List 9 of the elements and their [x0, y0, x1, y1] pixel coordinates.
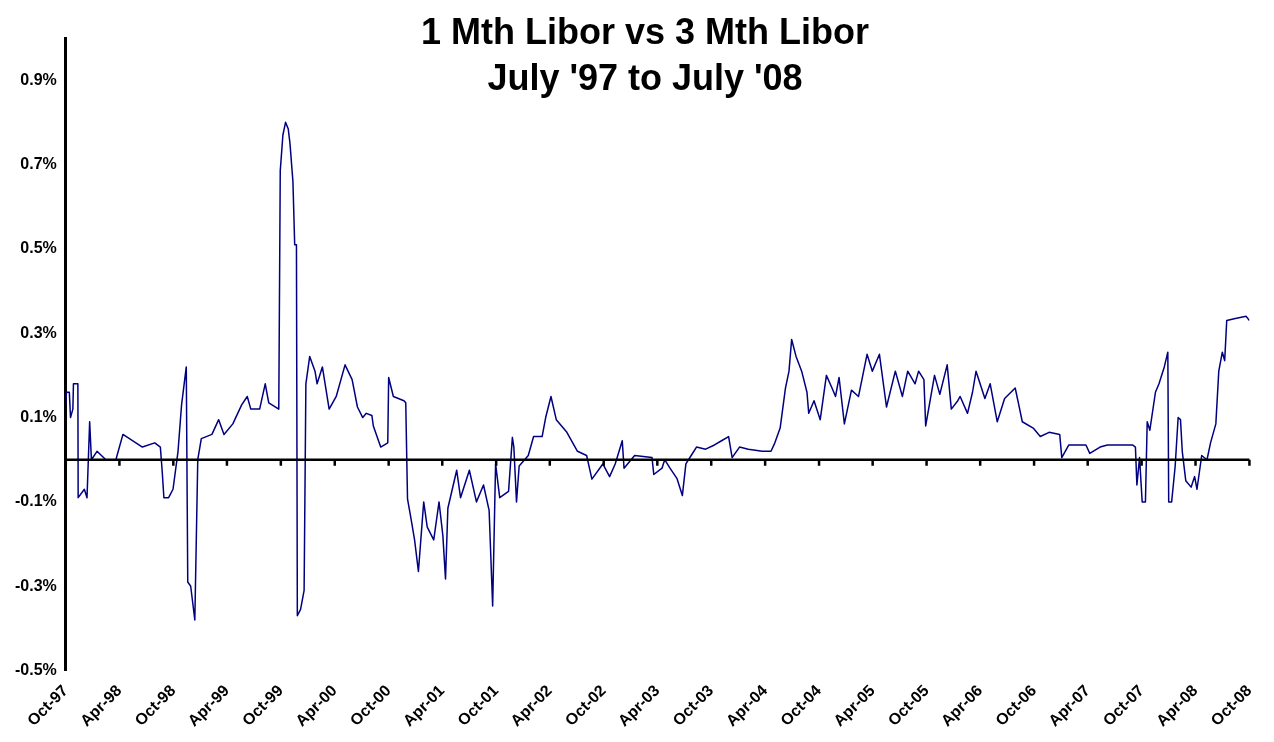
y-tick-label: 0.1%: [20, 407, 57, 425]
y-tick-label: 0.5%: [20, 239, 57, 257]
y-tick-label: 0.3%: [20, 323, 57, 341]
y-tick-label: 0.7%: [20, 154, 57, 172]
y-tick-label: -0.1%: [15, 492, 57, 510]
y-tick-label: 0.9%: [20, 70, 57, 88]
y-tick-label: -0.5%: [15, 660, 57, 678]
y-tick-label: -0.3%: [15, 576, 57, 594]
chart-title: 1 Mth Libor vs 3 Mth Libor July '97 to July '08: [421, 10, 869, 98]
